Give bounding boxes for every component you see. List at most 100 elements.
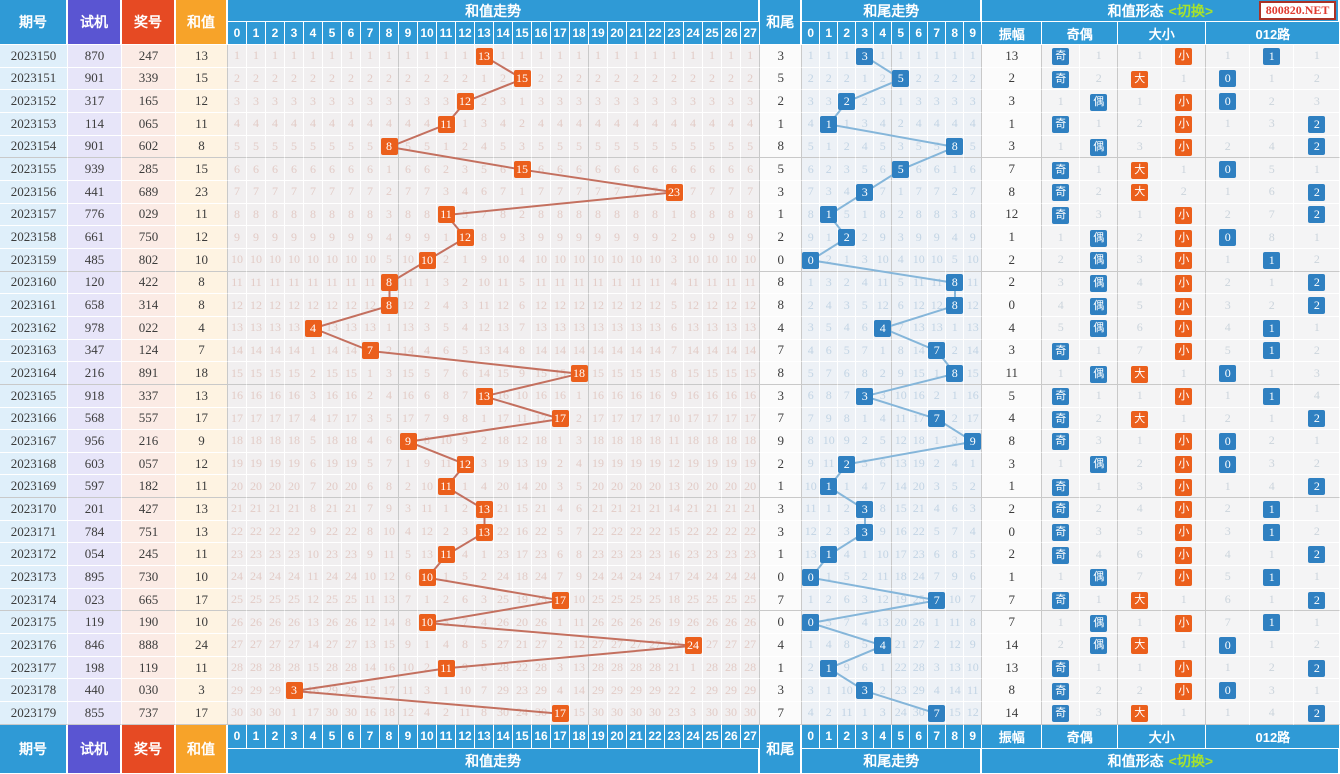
road-miss-value: 2 <box>1206 203 1251 227</box>
sum-miss-value: 8 <box>608 203 627 227</box>
road-miss-value: 1 <box>1294 226 1340 249</box>
tail-miss-value: 5 <box>820 316 839 340</box>
period-cell: 2023163 <box>0 339 68 363</box>
switch-link[interactable]: <切换> <box>1168 2 1214 19</box>
tail-miss-value: 2 <box>838 67 857 91</box>
sum-miss-value: 5 <box>361 135 380 159</box>
sum-miss-value: 13 <box>551 316 570 340</box>
sum-miss-value: 2 <box>437 248 456 272</box>
tail-miss-value: 6 <box>820 339 839 363</box>
tail-miss-value: 15 <box>946 702 965 725</box>
sum-miss-value: 21 <box>532 498 551 521</box>
sum-miss-value: 28 <box>722 656 741 680</box>
tail-miss-value: 1 <box>874 339 893 363</box>
sum-miss-value: 11 <box>399 679 418 703</box>
sum-miss-value: 19 <box>247 452 266 476</box>
size-big-point: 大 <box>1118 407 1163 431</box>
sum-miss-value: 19 <box>589 452 608 476</box>
sum-miss-value: 15 <box>551 362 570 385</box>
sum-point: 8 <box>380 135 399 159</box>
footer-parity: 奇偶 <box>1042 724 1119 749</box>
sum-miss-value: 24 <box>608 566 627 589</box>
road-miss-value: 3 <box>1294 90 1340 113</box>
sum-miss-value: 27 <box>627 634 646 657</box>
sum-miss-value: 20 <box>247 475 266 499</box>
sum-miss-value: 13 <box>646 316 665 340</box>
size-small-point: 小 <box>1162 90 1207 113</box>
road-miss-value: 5 <box>1206 339 1251 363</box>
sum-miss-value: 29 <box>323 679 342 703</box>
sum-miss-value: 23 <box>228 543 247 567</box>
sum-miss-value: 1 <box>513 90 532 113</box>
sum-miss-value: 6 <box>228 158 247 181</box>
sum-miss-value: 10 <box>570 588 589 612</box>
tail-miss-value: 2 <box>820 702 839 725</box>
tail-miss-value: 2 <box>856 90 875 113</box>
sum-miss-value: 10 <box>646 248 665 272</box>
switch-link[interactable]: <切换> <box>1168 752 1214 769</box>
test-number-cell: 485 <box>68 248 122 272</box>
sum-miss-value: 12 <box>380 566 399 589</box>
sum-miss-value: 2 <box>380 180 399 204</box>
period-cell: 2023161 <box>0 294 68 317</box>
test-number-cell: 597 <box>68 475 122 499</box>
sum-miss-value: 30 <box>589 702 608 725</box>
sum-miss-value: 3 <box>475 452 494 476</box>
sum-miss-value: 7 <box>684 180 703 204</box>
period-cell: 2023166 <box>0 407 68 431</box>
sum-miss-value: 26 <box>228 611 247 635</box>
parity-even-point: 偶 <box>1080 271 1119 295</box>
tail-point: 7 <box>928 588 947 612</box>
sum-miss-value: 4 <box>532 112 551 136</box>
sum-miss-value: 7 <box>570 180 589 204</box>
tail-miss-value: 1 <box>946 45 965 68</box>
sum-miss-value: 11 <box>665 430 684 453</box>
sum-miss-value: 11 <box>627 271 646 295</box>
sum-miss-value: 10 <box>361 566 380 589</box>
sum-miss-value: 30 <box>323 702 342 725</box>
sum-miss-value: 2 <box>456 67 475 91</box>
sum-miss-value: 5 <box>399 135 418 159</box>
size-small-point: 小 <box>1162 656 1207 680</box>
sum-miss-value: 5 <box>247 135 266 159</box>
sum-miss-value: 21 <box>627 498 646 521</box>
parity-odd-miss: 1 <box>1042 362 1081 385</box>
sum-miss-value: 16 <box>342 384 361 408</box>
amplitude-cell: 3 <box>982 90 1043 113</box>
tail-miss-value: 7 <box>802 180 821 204</box>
road-miss-value: 3 <box>1250 679 1295 703</box>
tail-miss-value: 2 <box>802 294 821 317</box>
sum-miss-value: 2 <box>722 67 741 91</box>
sum-miss-value: 15 <box>342 362 361 385</box>
size-small-point: 小 <box>1162 45 1207 68</box>
sum-point: 12 <box>456 226 475 249</box>
sum-point: 8 <box>380 271 399 295</box>
tail-miss-value: 4 <box>820 294 839 317</box>
sum-miss-value: 21 <box>494 498 513 521</box>
sum-miss-value: 14 <box>551 339 570 363</box>
prize-number-cell: 891 <box>122 362 176 385</box>
sum-miss-value: 8 <box>475 702 494 725</box>
sum-miss-value: 16 <box>323 384 342 408</box>
header-sum-trend: 和值走势 <box>228 0 761 22</box>
sum-value-cell: 11 <box>176 475 228 499</box>
sum-col-header: 14 <box>494 22 513 45</box>
sum-miss-value: 14 <box>228 339 247 363</box>
sum-miss-value: 10 <box>247 248 266 272</box>
tail-miss-value: 2 <box>820 158 839 181</box>
sum-miss-value: 7 <box>570 520 589 544</box>
sum-miss-value: 3 <box>361 407 380 431</box>
sum-point: 9 <box>399 430 418 453</box>
road-point: 2 <box>1294 271 1340 295</box>
sum-miss-value: 1 <box>304 45 323 68</box>
test-number-cell: 603 <box>68 452 122 476</box>
size-small-point: 小 <box>1162 566 1207 589</box>
tail-miss-value: 7 <box>928 180 947 204</box>
tail-miss-value: 1 <box>892 45 911 68</box>
tail-miss-value: 11 <box>892 407 911 431</box>
sum-col-footer: 5 <box>323 724 342 749</box>
trend-row: 2023155 939 285 15 6 6 6 6 6 6 6 6 1 6 6 2 3 5 6 15 6 6 6 6 6 6 6 6… <box>0 158 1340 181</box>
sum-miss-value: 3 <box>361 90 380 113</box>
sum-value-cell: 13 <box>176 520 228 544</box>
parity-odd-miss: 1 <box>1042 566 1081 589</box>
